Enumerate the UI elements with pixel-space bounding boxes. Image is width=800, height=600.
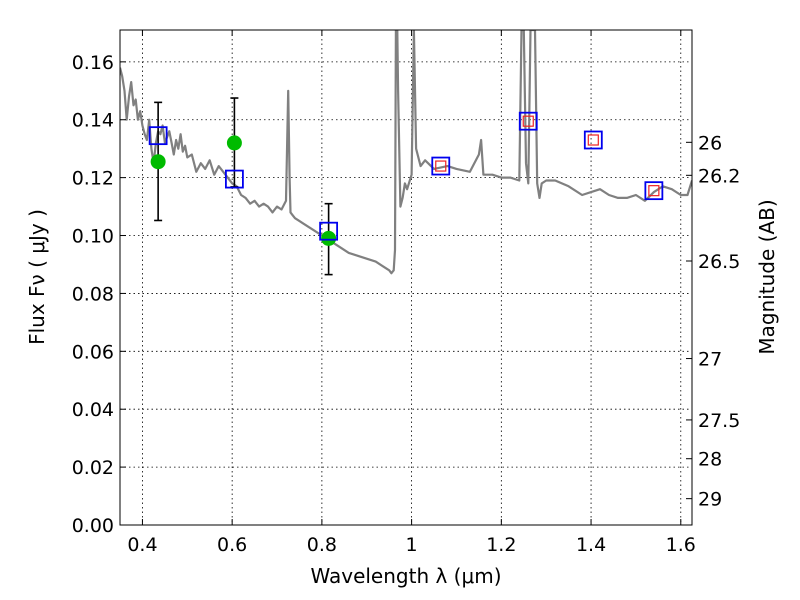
grid [120,30,692,526]
model-point [518,111,538,131]
y-tick-label: 0.12 [72,168,114,190]
x-tick-label: 1.6 [666,534,696,556]
y-tick-label: 0.02 [72,457,114,479]
x-tick-label: 0.8 [307,534,337,556]
plot-frame [119,29,693,526]
y-axis-label: Flux Fν ( μJy ) [25,209,49,345]
model-point [319,221,339,241]
y-tick-label: 0.06 [72,341,114,363]
observed-point [321,230,337,246]
y2-tick-label: 26.5 [698,251,740,273]
y-tick-label: 0.14 [72,110,114,132]
x-tick-label: 1 [406,534,418,556]
observed-point [150,154,166,170]
model-point-inner [587,134,599,146]
y-tick-label: 0.16 [72,52,114,74]
model-point [583,130,603,150]
model-point-inner [435,160,447,172]
x-tick-label: 1.4 [576,534,606,556]
y2-tick-label: 28 [698,449,722,471]
y2-tick-label: 27.5 [698,410,740,432]
observed-point [226,135,242,151]
model-point [148,126,168,146]
axes: 0.4 0.6 0.8 1 1.2 1.4 1.6 0.00 0.02 0.04 0.06 0.08 0… [72,30,740,556]
y2-tick-label: 26.2 [698,165,740,187]
plot-area [120,30,692,276]
model-point-inner [522,115,534,127]
x-axis-label: Wavelength λ (μm) [310,564,501,588]
y-tick-label: 0.10 [72,226,114,248]
template-spectrum-line [120,30,692,275]
y2-tick-label: 27 [698,349,722,371]
x-tick-label: 1.2 [486,534,516,556]
model-point [224,169,244,189]
y2-tick-label: 26 [698,132,722,154]
y-tick-label: 0.08 [72,283,114,305]
model-point [644,181,664,201]
y-tick-label: 0.04 [72,399,114,421]
x-tick-label: 0.6 [217,534,247,556]
model-point [431,156,451,176]
y2-tick-label: 29 [698,489,722,511]
model-point-inner [648,185,660,197]
x-tick-label: 0.4 [127,534,157,556]
y-tick-label: 0.00 [72,515,114,537]
y2-axis-label: Magnitude (AB) [755,199,779,354]
